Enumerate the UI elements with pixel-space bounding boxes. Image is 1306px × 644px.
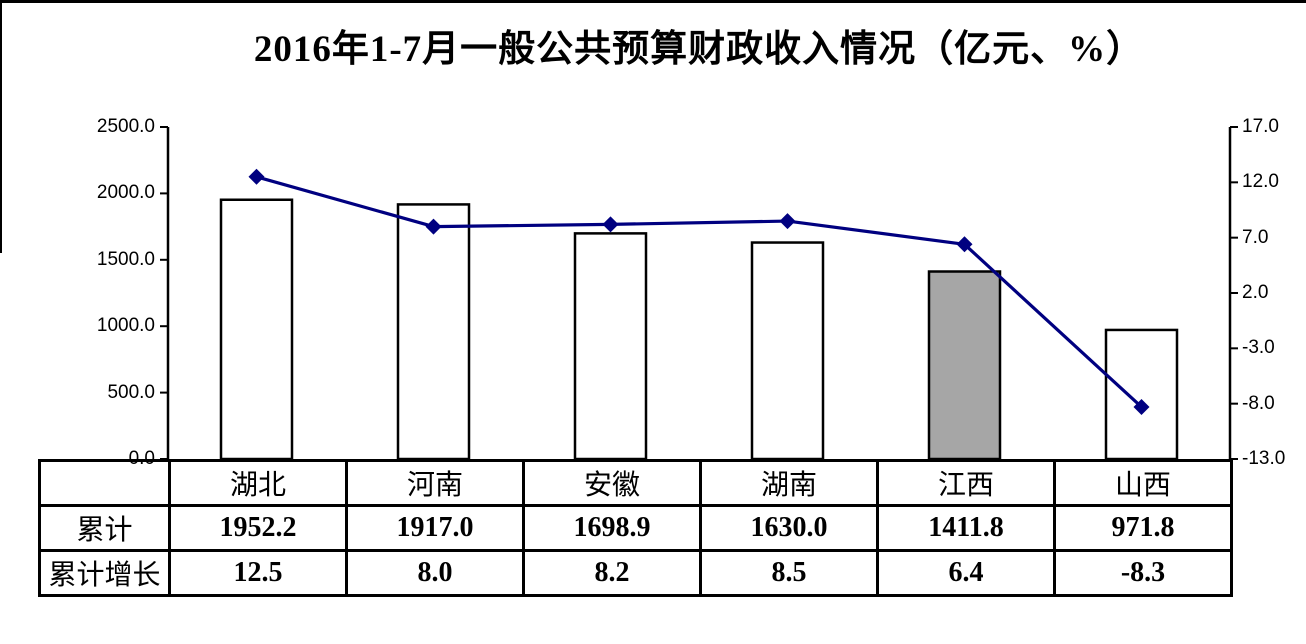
- bar-山西: [1104, 328, 1179, 461]
- growth-row: 累计增长 12.5 8.0 8.2 8.5 6.4 -8.3: [38, 549, 1233, 597]
- diamond-marker-湖北: [248, 168, 265, 185]
- diamond-marker-安徽: [602, 216, 619, 233]
- category-label: 江西: [876, 459, 1056, 507]
- left-axis-tick-label: 500.0: [107, 381, 155, 403]
- left-axis-tick-label: 1000.0: [96, 315, 155, 337]
- category-row: 湖北 河南 安徽 湖南 江西 山西: [38, 459, 1233, 507]
- left-axis-tick-label: 1500.0: [96, 248, 155, 270]
- row-label-cumulative: 累计: [38, 504, 171, 552]
- bar-安徽: [573, 232, 648, 461]
- table-cell: 1411.8: [876, 504, 1056, 552]
- bar-江西: [927, 270, 1002, 461]
- category-label: 河南: [345, 459, 525, 507]
- table-cell: 12.5: [168, 549, 348, 597]
- growth-line: [256, 175, 1143, 409]
- cumulative-row: 累计 1952.2 1917.0 1698.9 1630.0 1411.8 97…: [38, 504, 1233, 552]
- bar-湖北: [219, 198, 294, 461]
- right-axis-tick-label: -3.0: [1242, 337, 1275, 359]
- table-cell: 1698.9: [522, 504, 702, 552]
- table-cell: 8.0: [345, 549, 525, 597]
- table-cell: 6.4: [876, 549, 1056, 597]
- right-axis-tick-label: 17.0: [1242, 116, 1279, 137]
- category-label: 湖南: [699, 459, 879, 507]
- category-label: 安徽: [522, 459, 702, 507]
- table-cell: -8.3: [1053, 549, 1233, 597]
- bar-湖南: [750, 241, 825, 461]
- chart-title: 2016年1-7月一般公共预算财政收入情况（亿元、%）: [253, 29, 1145, 70]
- table-cell: 1630.0: [699, 504, 879, 552]
- row-label-growth: 累计增长: [38, 549, 171, 597]
- category-label: 湖北: [168, 459, 348, 507]
- diamond-marker-湖南: [779, 213, 796, 230]
- right-axis-tick-label: 12.0: [1242, 171, 1279, 193]
- right-axis-tick-label: 7.0: [1242, 226, 1269, 248]
- left-axis-tick-label: 2000.0: [96, 182, 155, 204]
- table-cell: 1917.0: [345, 504, 525, 552]
- table-cell: 8.5: [699, 549, 879, 597]
- bar-河南: [396, 203, 471, 461]
- table-cell: 8.2: [522, 549, 702, 597]
- diamond-marker-山西: [1133, 398, 1150, 415]
- data-table: 湖北 河南 安徽 湖南 江西 山西 累计 1952.2 1917.0 1698.…: [38, 459, 1233, 597]
- right-axis-tick-label: -8.0: [1242, 392, 1275, 414]
- right-axis-tick-label: 2.0: [1242, 282, 1269, 303]
- left-axis-tick-label: 2500.0: [96, 116, 155, 137]
- table-corner-cell: [38, 459, 171, 507]
- category-label: 山西: [1053, 459, 1233, 507]
- table-cell: 1952.2: [168, 504, 348, 552]
- diamond-marker-江西: [956, 236, 973, 253]
- table-cell: 971.8: [1053, 504, 1233, 552]
- right-axis-tick-label: -13.0: [1242, 448, 1286, 469]
- diamond-marker-河南: [425, 218, 442, 235]
